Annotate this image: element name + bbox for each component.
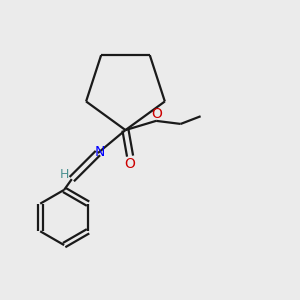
- Text: O: O: [151, 107, 162, 121]
- Text: O: O: [124, 157, 136, 171]
- Text: H: H: [59, 168, 69, 181]
- Text: N: N: [94, 145, 105, 158]
